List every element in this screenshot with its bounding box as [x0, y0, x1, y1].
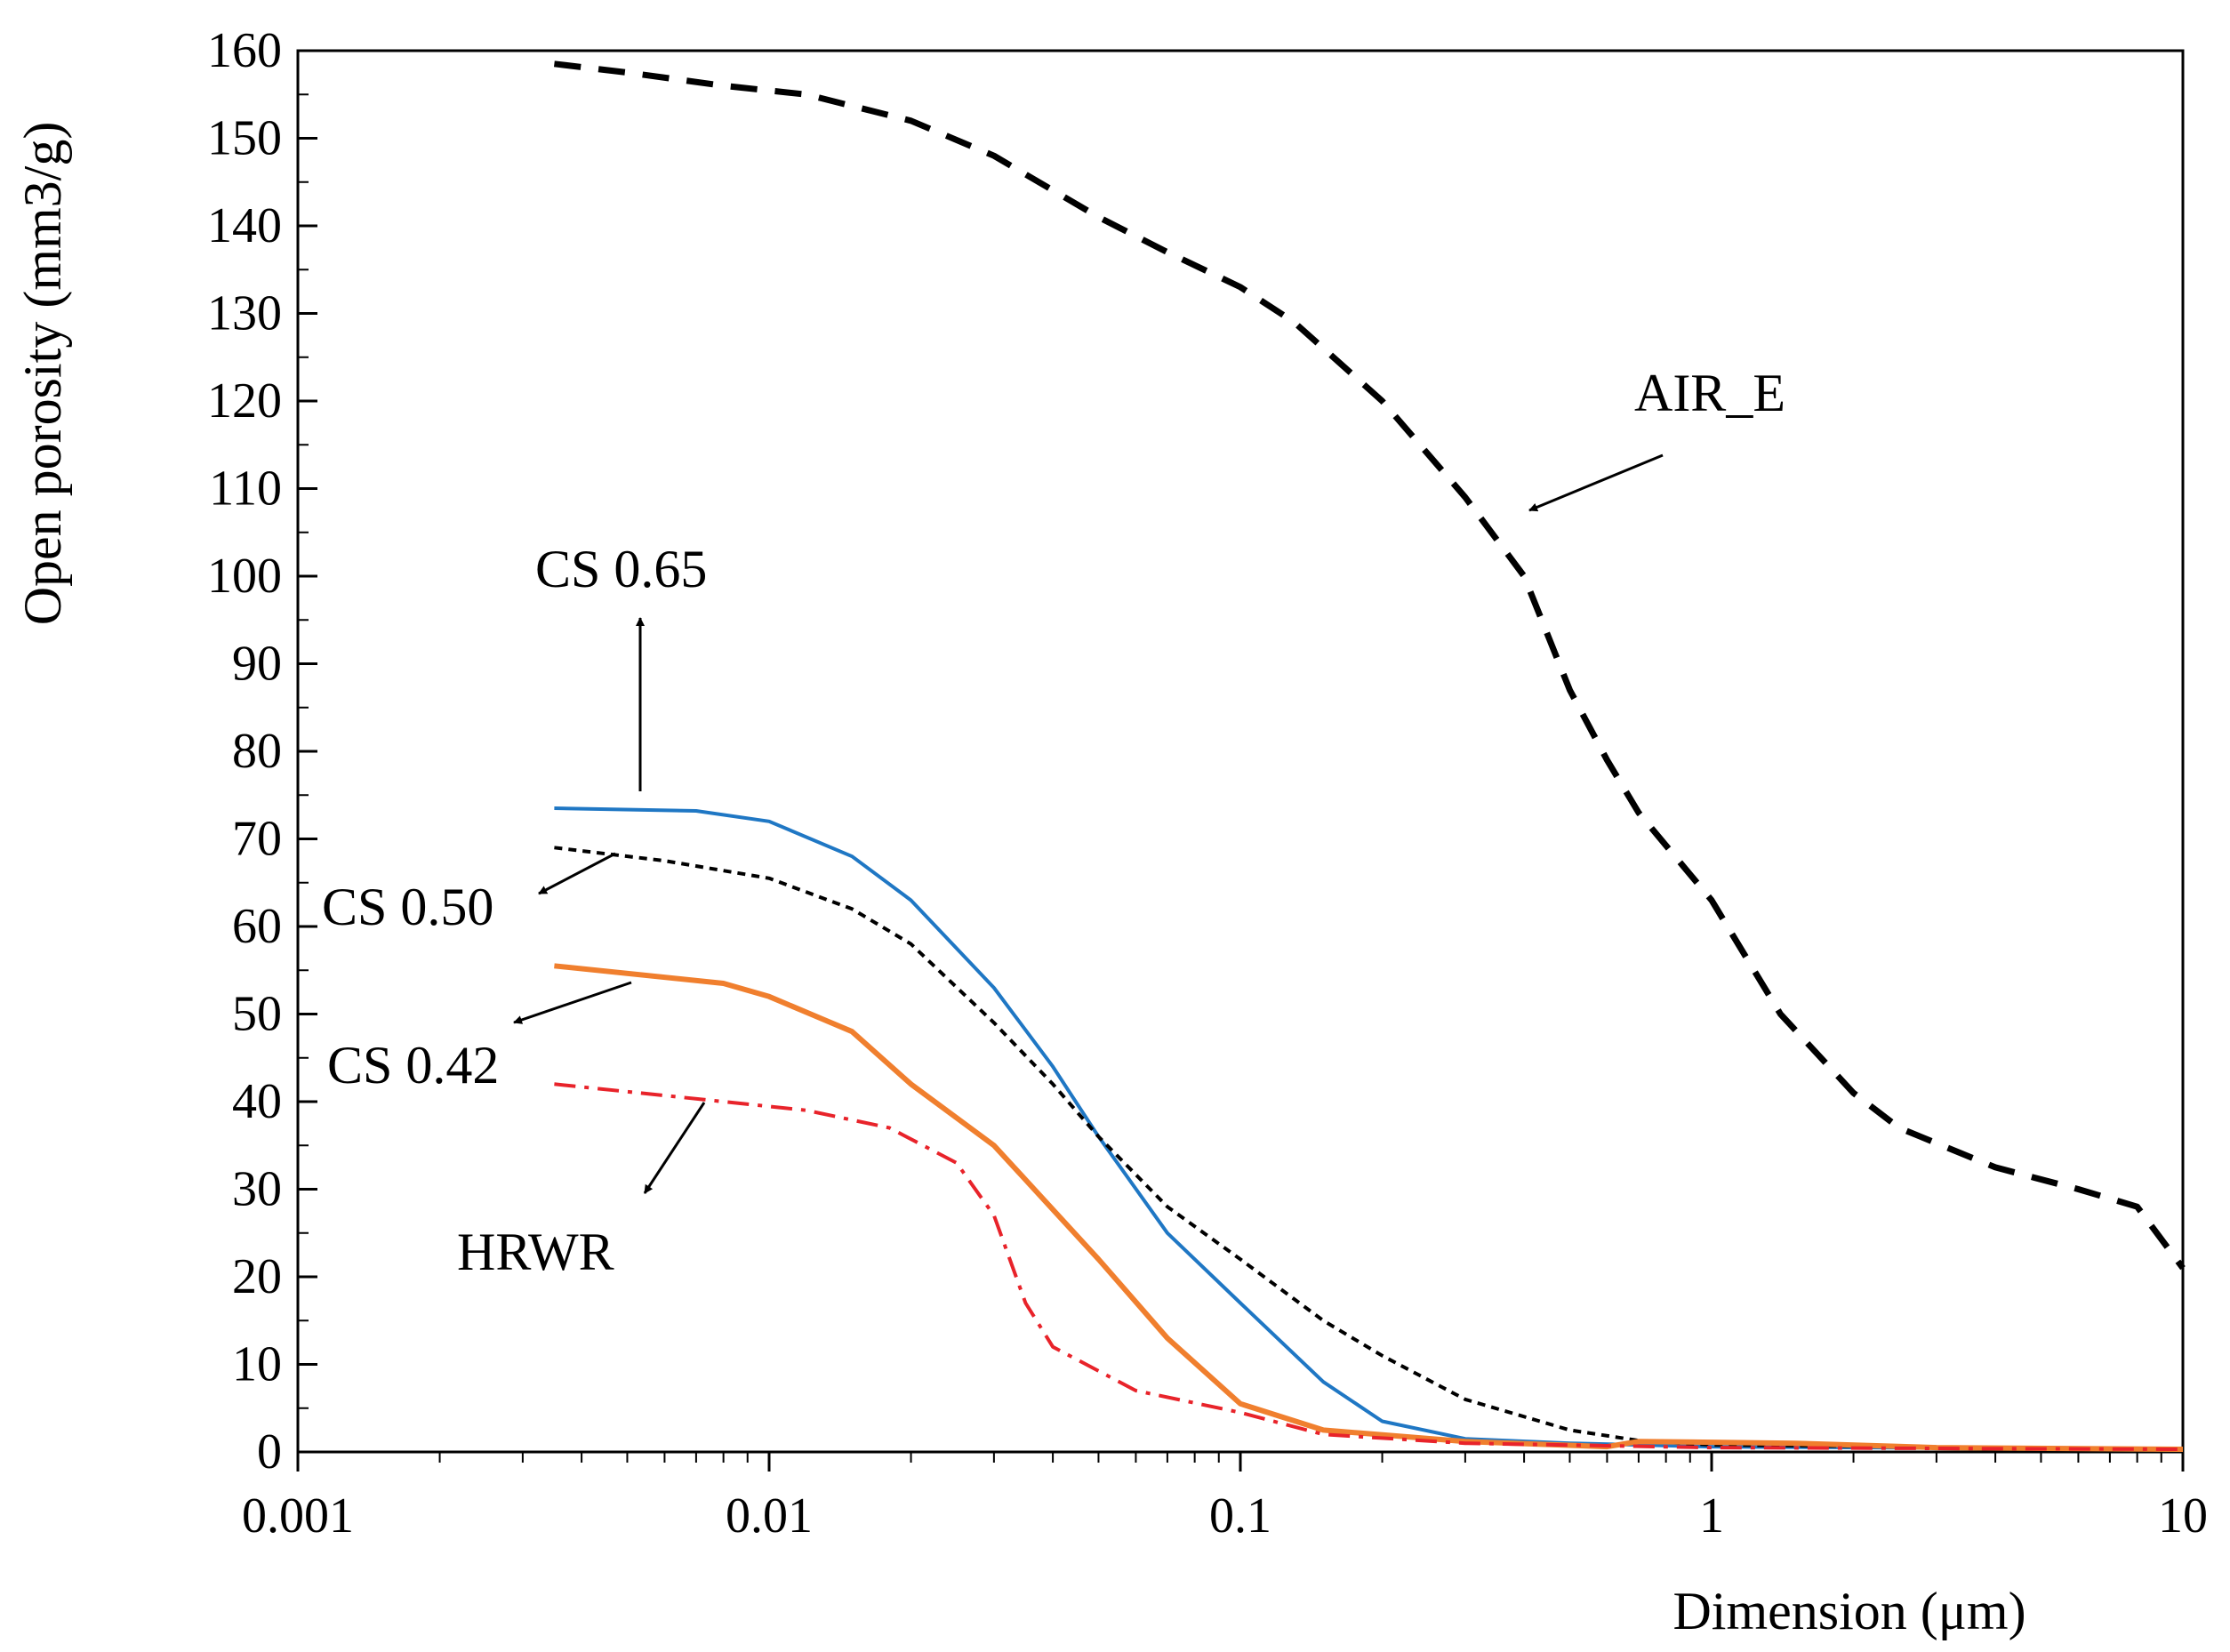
series-line-cs-0-42	[554, 963, 2184, 1452]
y-tick-label-20: 20	[232, 1249, 282, 1304]
x-tick-label-0-01: 0.01	[726, 1488, 813, 1544]
y-tick-label-70: 70	[232, 812, 282, 867]
x-axis-title: Dimension (μm)	[1672, 1582, 2025, 1640]
annotation-arrow-cs-050	[538, 852, 616, 895]
y-tick-label-80: 80	[232, 724, 282, 779]
y-tick-label-130: 130	[207, 286, 282, 341]
annotation-arrow-air-e	[1528, 453, 1664, 512]
annotation-cs-050: CS 0.50	[322, 852, 616, 936]
annotation-arrow-cs-042	[513, 981, 632, 1024]
series-line-cs-0-50	[554, 846, 2184, 1451]
x-axis-ticks: 0.001 0.01 0.1 1 10	[242, 1452, 2208, 1544]
annotation-arrow-hrwr	[643, 1102, 706, 1194]
series-line-cs-0-65	[554, 806, 2184, 1451]
y-tick-label-140: 140	[207, 198, 282, 253]
annotation-cs-065: CS 0.65	[535, 540, 707, 791]
y-tick-label-30: 30	[232, 1162, 282, 1217]
y-tick-label-100: 100	[207, 549, 282, 604]
series-line-hrwr	[554, 1082, 2184, 1451]
annotation-label-air-e: AIR_E	[1634, 364, 1785, 422]
series-layer	[553, 60, 2186, 1452]
y-axis-title: Open porosity (mm3/g)	[13, 122, 72, 626]
series-line-air-e	[553, 60, 2186, 1271]
y-tick-label-110: 110	[209, 461, 282, 517]
x-tick-label-0-1: 0.1	[1209, 1488, 1271, 1544]
y-tick-label-50: 50	[232, 987, 282, 1042]
annotation-label-cs-050: CS 0.50	[322, 878, 493, 936]
annotation-label-hrwr: HRWR	[457, 1223, 614, 1281]
annotation-cs-042: CS 0.42	[327, 981, 632, 1095]
y-tick-label-40: 40	[232, 1074, 282, 1129]
annotation-label-cs-042: CS 0.42	[327, 1036, 499, 1095]
y-tick-label-160: 160	[207, 23, 282, 78]
annotation-air-e: AIR_E	[1528, 364, 1785, 512]
y-tick-label-150: 150	[207, 111, 282, 166]
y-tick-label-120: 120	[207, 373, 282, 429]
x-tick-label-1: 1	[1699, 1488, 1724, 1544]
x-tick-label-0-001: 0.001	[242, 1488, 354, 1544]
x-tick-label-10: 10	[2158, 1488, 2208, 1544]
y-tick-label-60: 60	[232, 899, 282, 954]
annotation-label-cs-065: CS 0.65	[535, 540, 707, 598]
y-axis-ticks: 0 10 20 30 40 50 60 70 80 90 100 110 120 130 140 150 160	[207, 23, 317, 1480]
y-tick-label-90: 90	[232, 637, 282, 692]
y-tick-label-0: 0	[257, 1424, 282, 1480]
y-tick-label-10: 10	[232, 1337, 282, 1392]
annotation-hrwr: HRWR	[457, 1102, 706, 1281]
